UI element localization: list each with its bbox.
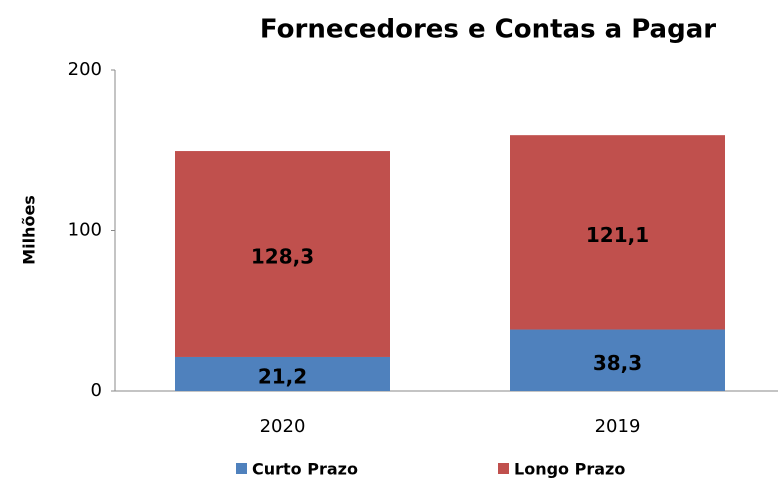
chart-title: Fornecedores e Contas a Pagar	[260, 15, 716, 45]
data-label: 21,2	[258, 364, 307, 388]
data-label: 128,3	[251, 245, 314, 269]
legend-swatch	[236, 463, 247, 474]
x-tick-label: 2020	[260, 416, 306, 437]
data-label: 121,1	[586, 223, 649, 247]
y-axis-label: Milhões	[20, 195, 39, 265]
legend-label: Longo Prazo	[514, 460, 625, 479]
bar-segment	[175, 151, 390, 357]
bar-segment	[175, 356, 390, 391]
y-tick-label: 100	[68, 220, 102, 241]
data-label: 38,3	[593, 351, 642, 375]
bar-segment	[510, 135, 725, 330]
x-tick-label: 2019	[595, 416, 641, 437]
y-tick-label: 0	[91, 380, 102, 401]
legend-label: Curto Prazo	[252, 460, 358, 479]
y-tick-label: 200	[68, 59, 102, 80]
bar-segment	[510, 329, 725, 391]
legend-swatch	[498, 463, 509, 474]
